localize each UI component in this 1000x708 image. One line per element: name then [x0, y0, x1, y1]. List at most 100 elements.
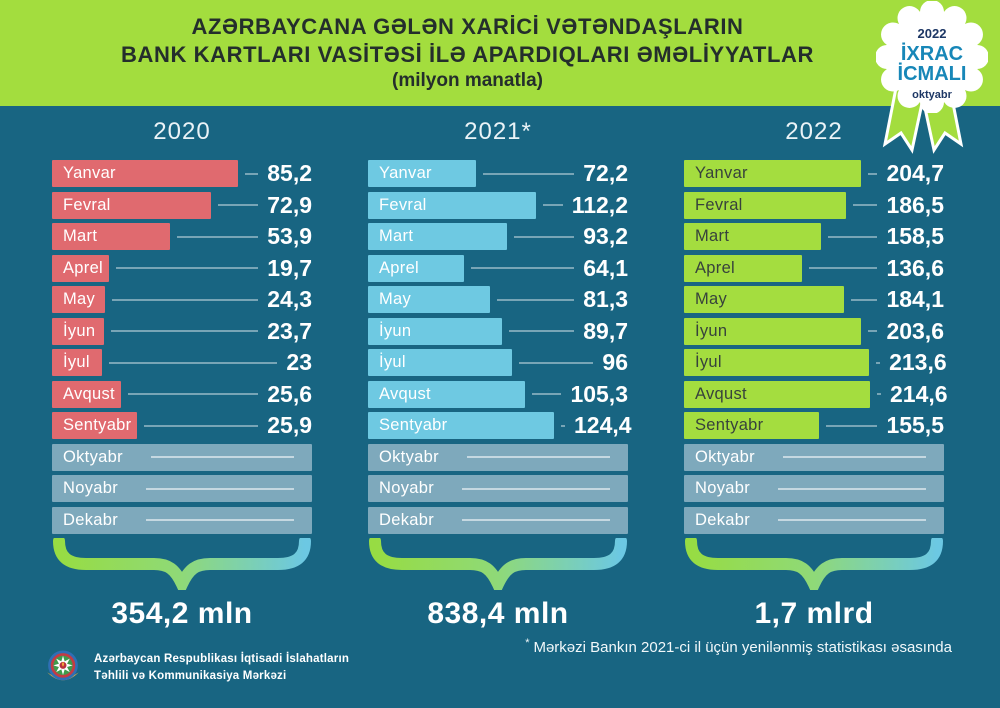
value-label: 213,6	[889, 349, 947, 375]
month-row: Oktyabr	[684, 443, 944, 471]
month-bar: Mart	[52, 223, 170, 250]
month-bar: Aprel	[52, 254, 110, 282]
month-row: İyun 89,7	[368, 317, 628, 345]
badge-word-1: İXRAC	[901, 42, 963, 65]
footnote-asterisk: *	[525, 637, 530, 649]
month-bar: May	[684, 286, 844, 313]
month-bar: May	[368, 286, 490, 313]
month-label: Dekabr	[379, 510, 434, 529]
month-label: Noyabr	[695, 479, 750, 497]
column-year-header: 2021*	[464, 118, 532, 145]
sum-brace-icon	[52, 535, 312, 599]
pending-month-bar: Oktyabr	[684, 443, 944, 471]
month-bar: May	[52, 286, 105, 313]
month-bar: Yanvar	[368, 160, 476, 187]
value-label: 23	[286, 349, 312, 375]
month-label: Oktyabr	[63, 447, 123, 466]
value-label: 81,3	[583, 286, 628, 312]
value-label: 112,2	[571, 191, 628, 218]
value-label: 72,2	[583, 160, 628, 186]
month-row: Fevral 72,9	[52, 191, 312, 219]
value-label: 89,7	[583, 317, 628, 344]
month-bar: Avqust	[52, 380, 121, 408]
badge-word-2: İCMALI	[898, 62, 967, 85]
pending-placeholder-line	[146, 487, 294, 490]
column-year-header: 2022	[785, 118, 843, 145]
connector-line	[561, 424, 565, 427]
month-row: Aprel 19,7	[52, 254, 312, 282]
month-bar: Avqust	[684, 380, 870, 408]
value-label: 93,2	[583, 223, 628, 249]
month-bar: İyul	[684, 349, 870, 376]
value-label: 25,9	[267, 412, 312, 438]
month-row: May 184,1	[684, 286, 944, 313]
month-row: Yanvar 204,7	[684, 160, 944, 187]
month-row: Noyabr	[368, 475, 628, 502]
pending-month-bar: Noyabr	[684, 475, 944, 502]
month-bar: İyun	[684, 317, 861, 345]
month-bar: Sentyabr	[368, 412, 554, 439]
month-row: Dekabr	[684, 506, 944, 534]
value-label: 136,6	[886, 254, 944, 281]
month-label: Sentyabr	[695, 416, 764, 434]
connector-line	[509, 330, 575, 332]
month-row: Sentyabr 25,9	[52, 412, 312, 439]
connector-line	[514, 235, 575, 238]
month-label: May	[63, 290, 96, 308]
month-row: İyun 203,6	[684, 317, 944, 345]
month-bar: İyul	[52, 349, 103, 376]
connector-line	[877, 393, 881, 395]
connector-line	[518, 361, 594, 364]
month-bar: Mart	[684, 223, 822, 250]
column-year-header: 2020	[153, 118, 211, 145]
year-total-label: 1,7 mlrd	[754, 597, 874, 630]
month-label: Sentyabr	[379, 416, 448, 434]
rosette-icon	[876, 1, 988, 113]
month-row: İyul 23	[52, 349, 312, 376]
value-label: 186,5	[886, 191, 944, 218]
title-subtitle: (milyon manatla)	[392, 70, 543, 91]
month-label: Yanvar	[379, 164, 432, 182]
year-column-2022: 2022 Yanvar 204,7 Fevral 186,5 Mart 158,5 Aprel…	[684, 118, 948, 631]
month-label: Noyabr	[379, 479, 434, 497]
month-label: Aprel	[63, 258, 104, 277]
month-bar: İyun	[368, 317, 503, 345]
pending-month-bar: Dekabr	[52, 506, 312, 534]
month-row: Avqust 25,6	[52, 380, 312, 408]
connector-line	[809, 267, 878, 269]
month-row: İyul 96	[368, 349, 628, 376]
pending-placeholder-line	[466, 456, 610, 458]
pending-placeholder-line	[778, 487, 926, 490]
badge-month: oktyabr	[912, 89, 952, 101]
sum-brace-icon	[684, 535, 944, 599]
month-bar: Fevral	[52, 191, 212, 219]
connector-line	[828, 235, 878, 238]
org-footer: Azərbaycan Respublikası İqtisadi İslahat…	[42, 645, 349, 691]
connector-line	[850, 298, 878, 301]
month-label: İyul	[63, 353, 90, 371]
month-bar: Avqust	[368, 380, 526, 408]
connector-line	[176, 235, 259, 238]
value-label: 96	[602, 349, 628, 375]
year-total-label: 354,2 mln	[111, 597, 253, 630]
connector-line	[852, 204, 878, 206]
month-row: İyun 23,7	[52, 317, 312, 345]
connector-line	[127, 393, 259, 395]
connector-line	[825, 424, 878, 427]
month-bar: Fevral	[684, 191, 846, 219]
value-label: 184,1	[886, 286, 944, 312]
pending-month-bar: Dekabr	[368, 506, 628, 534]
month-row: Avqust 105,3	[368, 380, 628, 408]
month-label: Oktyabr	[695, 447, 755, 466]
connector-line	[483, 172, 575, 175]
month-bar: Aprel	[684, 254, 803, 282]
pending-placeholder-line	[778, 519, 926, 521]
footnote-text: Mərkəzi Bankın 2021-ci il üçün yenilənmi…	[533, 639, 952, 656]
month-bar: Sentyabr	[684, 412, 819, 439]
pending-placeholder-line	[150, 456, 294, 458]
month-label: Aprel	[379, 258, 420, 277]
value-label: 23,7	[267, 317, 312, 344]
header-band	[0, 0, 1000, 106]
month-label: İyul	[695, 353, 722, 371]
month-row: Yanvar 72,2	[368, 160, 628, 187]
